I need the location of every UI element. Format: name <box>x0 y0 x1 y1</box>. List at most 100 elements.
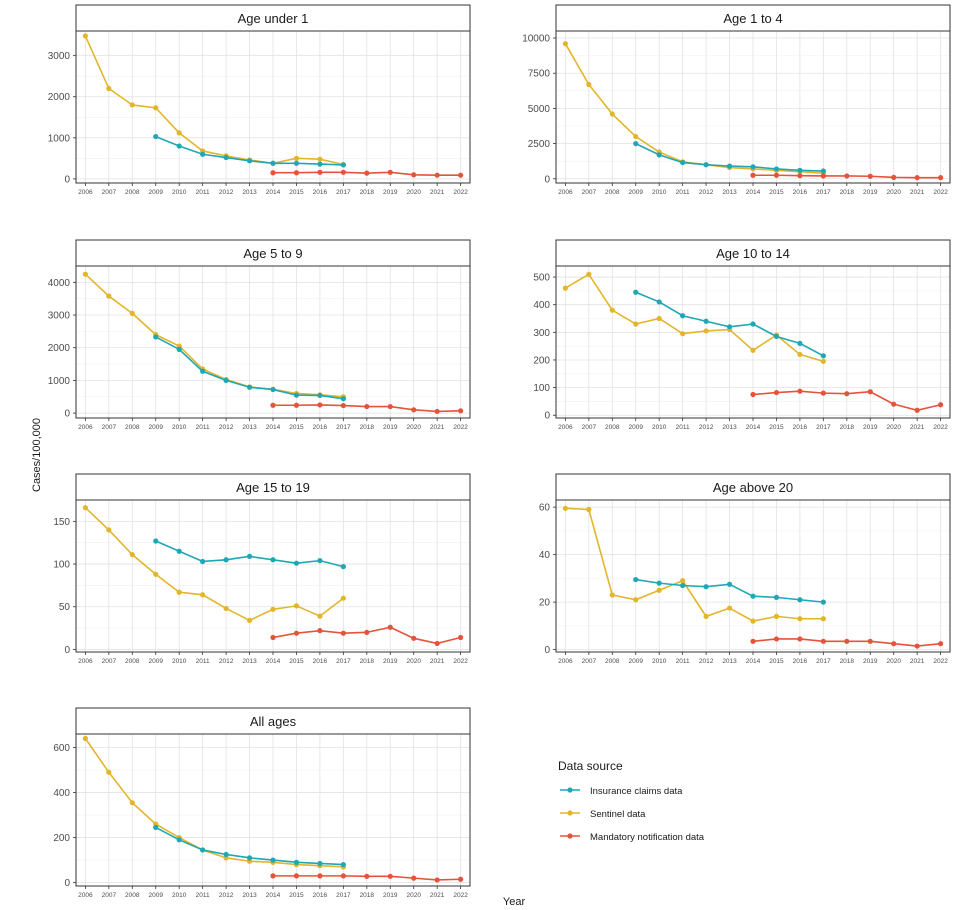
data-point-insurance <box>200 151 206 157</box>
data-point-sentinel <box>750 618 756 624</box>
x-tick-label: 2006 <box>558 424 573 431</box>
x-tick-label: 2006 <box>558 658 573 665</box>
panel-frame <box>75 30 471 184</box>
data-point-insurance <box>293 160 300 166</box>
data-point-mandatory <box>914 643 920 649</box>
x-tick-label: 2007 <box>582 189 597 196</box>
data-point-insurance <box>246 855 253 861</box>
data-point-insurance <box>153 133 159 140</box>
panel-frame <box>555 265 951 419</box>
y-tick-label: 2500 <box>528 139 551 150</box>
data-point-mandatory <box>458 634 464 641</box>
data-point-insurance <box>153 538 159 544</box>
y-tick-label: 40 <box>539 550 551 561</box>
y-tick-label: 0 <box>64 409 70 420</box>
data-point-mandatory <box>891 401 897 407</box>
x-tick-label: 2006 <box>78 658 93 665</box>
data-point-mandatory <box>411 875 417 881</box>
x-tick-label: 2021 <box>910 189 925 196</box>
x-tick-label: 2010 <box>172 892 187 899</box>
x-tick-label: 2013 <box>242 189 257 196</box>
data-point-insurance <box>797 597 803 603</box>
data-point-insurance <box>750 593 756 599</box>
data-point-sentinel <box>680 578 686 584</box>
data-point-mandatory <box>411 635 417 641</box>
data-point-mandatory <box>293 170 300 176</box>
x-tick-label: 2011 <box>676 424 690 431</box>
data-point-mandatory <box>820 390 826 396</box>
y-tick-label: 0 <box>544 174 550 185</box>
x-tick-label: 2009 <box>149 892 164 899</box>
data-point-mandatory <box>891 641 897 647</box>
x-tick-label: 2010 <box>652 189 667 196</box>
x-tick-label: 2013 <box>722 424 737 431</box>
data-point-mandatory <box>293 630 300 636</box>
data-point-insurance <box>633 576 639 583</box>
x-tick-label: 2012 <box>699 189 714 196</box>
data-point-sentinel <box>82 505 88 511</box>
x-tick-label: 2013 <box>242 424 257 431</box>
y-tick-label: 0 <box>64 878 70 889</box>
panel-strip <box>555 473 951 501</box>
x-tick-label: 2021 <box>430 658 445 665</box>
legend-label: Sentinel data <box>590 809 646 820</box>
data-point-sentinel <box>129 310 135 316</box>
data-point-insurance <box>656 299 662 305</box>
x-tick-label: 2011 <box>676 189 690 196</box>
x-tick-label: 2022 <box>933 424 948 431</box>
legend-title: Data source <box>558 759 623 773</box>
data-point-sentinel <box>106 85 112 92</box>
x-tick-label: 2019 <box>383 658 398 665</box>
data-point-insurance <box>246 158 253 164</box>
x-tick-label: 2008 <box>125 658 140 665</box>
x-tick-label: 2016 <box>313 658 328 665</box>
x-tick-label: 2008 <box>125 189 140 196</box>
x-tick-label: 2013 <box>242 658 257 665</box>
data-point-insurance <box>726 163 733 169</box>
x-tick-label: 2014 <box>746 189 761 196</box>
panel-age-under-1: Age under 1 0 1000 2000 3000 2006 2007 2008 2009… <box>48 4 471 196</box>
x-tick-label: 2009 <box>149 189 164 196</box>
data-point-mandatory <box>750 391 756 398</box>
data-point-mandatory <box>867 638 873 644</box>
data-point-sentinel <box>153 105 159 111</box>
y-tick-label: 50 <box>59 602 71 613</box>
data-point-mandatory <box>914 175 920 181</box>
data-point-insurance <box>270 386 276 393</box>
data-point-insurance <box>176 837 182 843</box>
data-point-insurance <box>820 168 826 174</box>
x-tick-label: 2021 <box>910 424 925 431</box>
x-tick-label: 2021 <box>910 658 925 665</box>
x-tick-label: 2019 <box>863 424 878 431</box>
data-point-insurance <box>223 851 229 858</box>
data-point-insurance <box>340 564 346 570</box>
panel-strip <box>555 4 951 32</box>
data-point-sentinel <box>609 111 615 117</box>
x-tick-label: 2010 <box>652 424 667 431</box>
data-point-mandatory <box>364 873 370 879</box>
data-point-mandatory <box>820 638 826 644</box>
x-tick-label: 2015 <box>289 424 304 431</box>
data-point-insurance <box>656 152 662 158</box>
data-point-insurance <box>703 318 709 324</box>
panel-title: Age 10 to 14 <box>716 246 790 261</box>
y-tick-label: 4000 <box>48 278 71 289</box>
x-tick-label: 2007 <box>102 424 117 431</box>
data-point-insurance <box>317 860 323 867</box>
data-point-sentinel <box>106 293 112 299</box>
x-tick-label: 2015 <box>769 424 784 431</box>
data-point-insurance <box>176 346 182 352</box>
x-tick-label: 2022 <box>933 189 948 196</box>
legend-item-sentinel: Sentinel data <box>560 809 646 820</box>
legend-label: Insurance claims data <box>590 786 683 797</box>
data-point-insurance <box>703 162 709 168</box>
x-tick-label: 2017 <box>336 892 351 899</box>
x-tick-label: 2017 <box>336 424 351 431</box>
series-line-sentinel <box>84 738 344 868</box>
x-tick-label: 2016 <box>793 658 808 665</box>
data-point-mandatory <box>938 175 944 181</box>
data-point-mandatory <box>387 873 393 879</box>
data-point-mandatory <box>844 173 850 179</box>
panel-strip <box>75 4 471 32</box>
data-point-sentinel <box>82 33 88 39</box>
